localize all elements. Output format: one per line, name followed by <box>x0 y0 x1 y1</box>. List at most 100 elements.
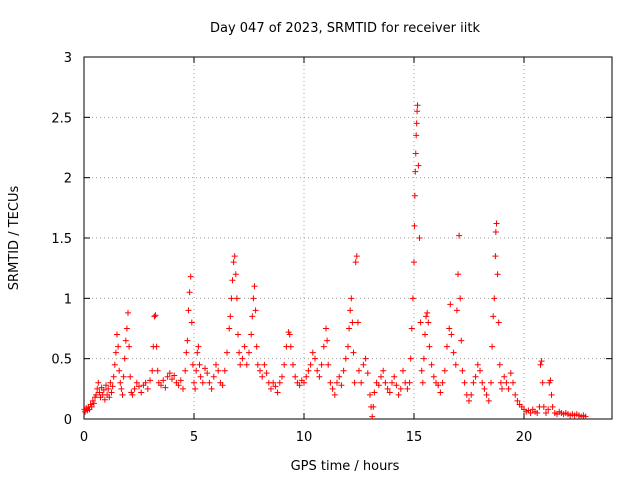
data-point <box>364 370 371 377</box>
data-point <box>424 309 431 316</box>
data-point <box>253 343 260 350</box>
data-point <box>338 382 345 389</box>
data-point <box>320 343 327 350</box>
data-point <box>309 349 316 356</box>
data-point <box>103 382 109 389</box>
data-point <box>418 367 425 374</box>
data-point <box>160 377 167 384</box>
data-point <box>548 391 555 398</box>
data-point <box>340 367 347 374</box>
data-point <box>323 325 329 332</box>
data-point <box>192 385 199 392</box>
data-point <box>472 373 479 380</box>
data-point <box>164 373 171 380</box>
y-axis-label: SRMTID / TECUs <box>7 186 22 291</box>
data-point <box>400 367 406 374</box>
data-point <box>426 343 433 350</box>
data-point <box>261 361 268 368</box>
data-point <box>336 373 343 380</box>
data-point <box>249 313 256 320</box>
data-point <box>182 367 189 374</box>
data-point <box>246 349 252 356</box>
data-point <box>455 271 461 278</box>
data-point <box>324 337 331 344</box>
data-point <box>483 391 490 398</box>
data-point <box>354 319 361 326</box>
data-point <box>425 319 432 326</box>
data-point <box>501 373 508 380</box>
data-point <box>446 325 453 332</box>
data-point <box>151 313 158 320</box>
data-point <box>142 379 149 386</box>
data-point <box>356 367 362 374</box>
data-point <box>360 361 367 368</box>
data-point <box>230 259 237 266</box>
data-point <box>346 325 353 332</box>
data-point <box>236 349 243 356</box>
data-point <box>186 289 193 296</box>
data-point <box>108 389 115 396</box>
y-tick-label: 2.5 <box>51 111 72 126</box>
data-point <box>206 379 213 386</box>
data-point <box>492 253 499 260</box>
data-point <box>312 355 318 362</box>
data-point <box>549 403 556 410</box>
data-point <box>111 361 118 368</box>
data-point <box>171 372 178 379</box>
data-point <box>191 379 197 386</box>
data-point <box>96 389 103 396</box>
data-point <box>386 389 393 396</box>
data-point <box>94 385 101 392</box>
data-point <box>547 377 554 384</box>
data-point <box>384 385 391 392</box>
data-point <box>259 373 266 380</box>
data-point <box>219 382 226 389</box>
data-point <box>118 385 125 392</box>
data-point <box>416 235 423 241</box>
data-point <box>279 373 285 380</box>
tick-layer: 0 0.5 1 1.5 2 2.5 3 0 5 10 15 20 <box>51 51 612 445</box>
data-point <box>204 370 211 377</box>
data-point <box>382 379 389 386</box>
data-point <box>122 337 129 344</box>
data-point <box>126 343 133 350</box>
y-tick-label: 3 <box>64 51 72 66</box>
data-point <box>232 271 239 278</box>
data-point <box>100 387 107 394</box>
data-point <box>453 307 460 314</box>
data-point <box>349 319 356 326</box>
data-point <box>415 162 422 169</box>
data-point <box>391 373 398 380</box>
data-point <box>358 379 365 386</box>
data-point <box>228 295 235 302</box>
data-point <box>114 331 120 338</box>
data-point <box>448 331 455 338</box>
data-point <box>286 331 293 338</box>
data-point <box>334 379 340 386</box>
data-point <box>109 383 116 390</box>
data-point <box>287 343 294 350</box>
data-point <box>534 409 541 416</box>
data-point <box>491 295 498 302</box>
data-point <box>189 361 196 368</box>
data-point <box>351 379 358 386</box>
data-point <box>492 228 499 235</box>
data-point <box>127 373 134 380</box>
data-point <box>115 343 122 350</box>
data-point <box>257 367 263 374</box>
data-point <box>272 383 279 390</box>
y-tick-label: 0 <box>64 413 72 428</box>
data-point <box>497 379 504 386</box>
data-point <box>459 367 466 374</box>
data-point <box>414 102 421 109</box>
data-point <box>138 389 145 396</box>
data-point <box>227 313 234 320</box>
data-point <box>406 379 413 386</box>
data-point <box>229 277 236 284</box>
x-tick-label: 0 <box>80 430 88 445</box>
data-point <box>208 385 215 392</box>
data-point <box>292 373 299 380</box>
data-point <box>307 361 314 368</box>
data-point <box>169 376 175 383</box>
